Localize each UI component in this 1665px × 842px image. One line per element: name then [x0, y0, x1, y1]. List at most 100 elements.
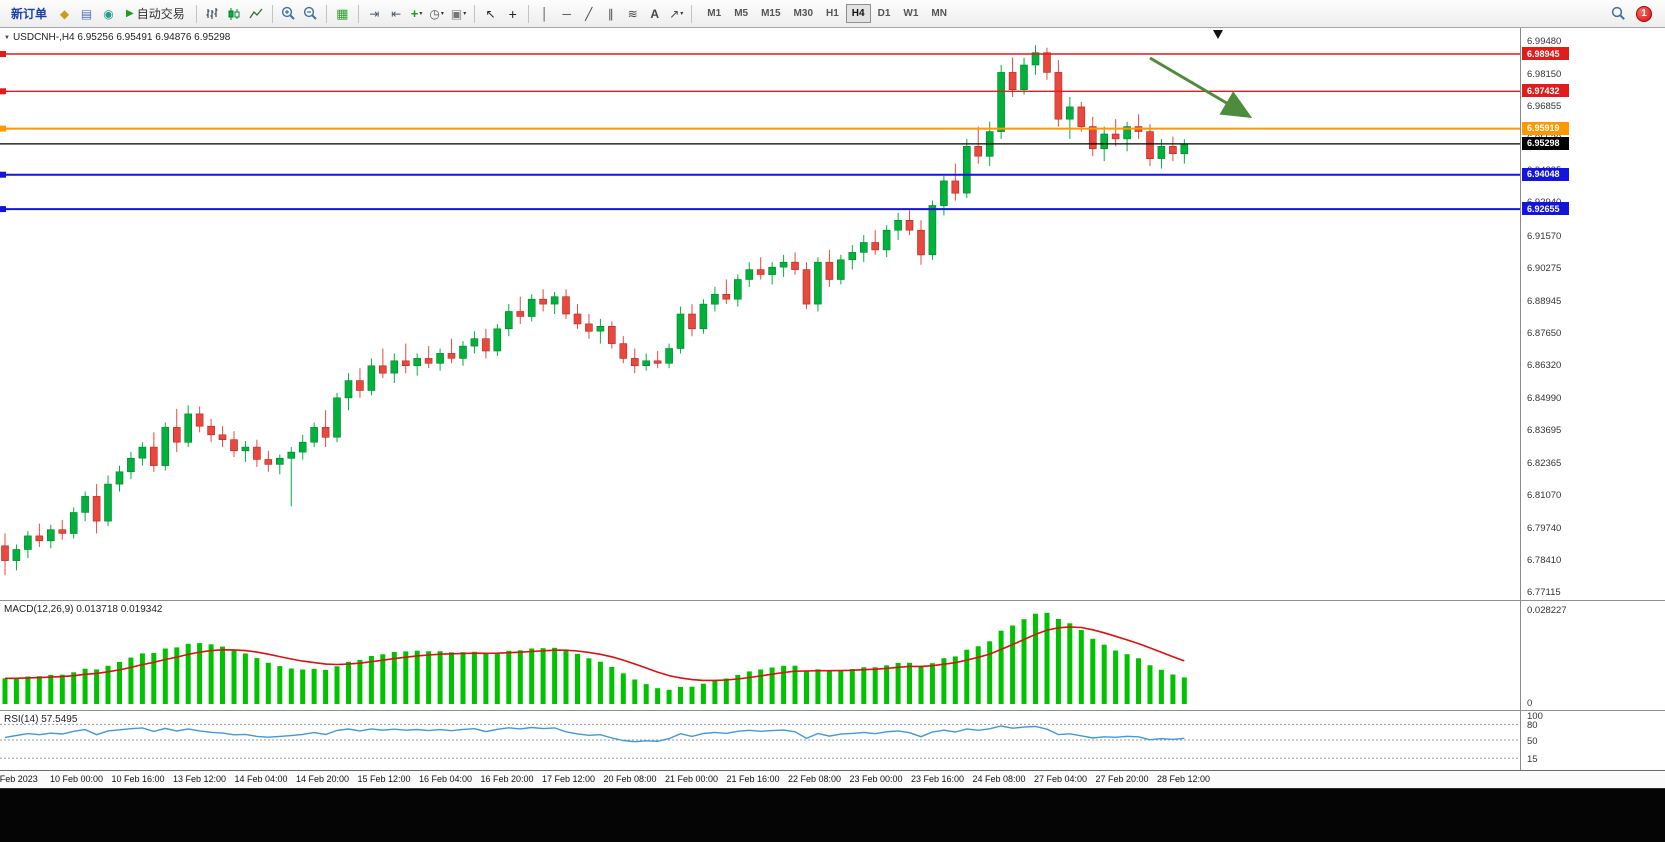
zoom-out-icon[interactable] — [300, 3, 321, 25]
main-chart-svg[interactable] — [0, 28, 1520, 600]
candlestick — [859, 235, 868, 263]
candlestick — [1111, 119, 1120, 147]
annotation-arrow[interactable] — [1149, 56, 1253, 119]
line-chart-mode-icon[interactable] — [246, 3, 267, 25]
candlestick — [1180, 139, 1189, 164]
candlestick — [642, 353, 651, 371]
timeframe-m30[interactable]: M30 — [793, 8, 813, 19]
price-axis-label: 6.98150 — [1527, 68, 1562, 80]
caret-down-icon: ▾ — [419, 11, 423, 17]
tile-windows-icon[interactable]: ▦ — [336, 5, 349, 21]
rsi-chart-svg — [0, 723, 1520, 759]
indicators-button[interactable]: + ▾ — [408, 3, 426, 25]
timeframe-h1[interactable]: H1 — [826, 8, 839, 19]
candlestick — [871, 230, 880, 255]
timeframe-m15[interactable]: M15 — [761, 8, 781, 19]
zoom-in-icon[interactable] — [278, 3, 299, 25]
autotrading-label: 自动交易 — [136, 7, 185, 21]
candlestick — [1066, 97, 1074, 139]
vertical-line-tool-icon[interactable]: │ — [540, 6, 549, 21]
candlestick — [241, 441, 250, 462]
candlestick — [184, 405, 192, 448]
horizontal-line-tool-icon[interactable]: ─ — [562, 6, 571, 21]
candlestick — [539, 289, 547, 312]
price-axis-label: 6.99480 — [1527, 35, 1562, 47]
candlestick — [997, 65, 1005, 139]
candlestick — [367, 358, 376, 396]
horizontal-line-object[interactable] — [0, 51, 1520, 57]
time-axis-label: 23 Feb 16:00 — [910, 774, 965, 784]
horizontal-line-object[interactable] — [0, 206, 1520, 213]
candlestick — [962, 138, 971, 199]
candlestick — [207, 418, 215, 443]
price-axis[interactable]: 6.994806.981506.968556.955306.942356.929… — [1520, 28, 1665, 600]
timeframe-m1[interactable]: M1 — [707, 8, 722, 19]
candlestick — [814, 257, 822, 312]
candlestick — [791, 252, 799, 275]
bar-chart-mode-icon[interactable] — [202, 3, 223, 25]
search-icon[interactable] — [1608, 3, 1629, 25]
symbol-ohlc-text: USDCNH-,H4 6.95256 6.95491 6.94876 6.952… — [12, 32, 231, 43]
candlestick — [424, 346, 433, 369]
time-axis-label: 13 Feb 12:00 — [172, 774, 227, 784]
timeframe-w1[interactable]: W1 — [903, 8, 919, 19]
auto-scroll-icon[interactable]: ⇥ — [369, 6, 380, 21]
candlestick — [688, 304, 696, 337]
candlestick — [1134, 114, 1143, 139]
price-axis-label: 6.79740 — [1527, 522, 1562, 534]
text-tool-icon[interactable]: A — [650, 6, 660, 21]
autotrading-button[interactable]: ▶ 自动交易 — [120, 3, 191, 25]
candle-chart-mode-icon[interactable] — [224, 3, 245, 25]
price-axis-label: 6.88945 — [1527, 295, 1562, 307]
candlestick — [92, 484, 101, 534]
notification-count: 1 — [1641, 8, 1647, 19]
timeframe-mn[interactable]: MN — [931, 8, 947, 19]
horizontal-line-object[interactable] — [0, 125, 1520, 132]
crosshair-tool-icon[interactable]: + — [508, 5, 517, 22]
timeframe-d1[interactable]: D1 — [877, 8, 891, 19]
rsi-axis-label: 15 — [1527, 754, 1538, 766]
chart-shift-icon[interactable]: ⇤ — [391, 6, 402, 21]
horizontal-line-object[interactable] — [0, 171, 1520, 178]
candlestick — [58, 519, 67, 540]
horizontal-line-object[interactable] — [0, 88, 1520, 95]
arrows-tool-button[interactable]: ↗ ▾ — [666, 3, 686, 25]
price-axis-label: 6.81070 — [1527, 489, 1562, 501]
timeframe-m5[interactable]: M5 — [734, 8, 749, 19]
candlestick — [401, 343, 410, 374]
price-level-tag: 6.92655 — [1522, 202, 1569, 216]
macd-panel[interactable]: MACD(12,26,9) 0.013718 0.019342 0.028227… — [0, 600, 1665, 710]
timeframe-h4[interactable]: H4 — [845, 4, 871, 23]
time-axis-label: 27 Feb 20:00 — [1095, 774, 1149, 784]
time-axis-label: 28 Feb 12:00 — [1156, 774, 1211, 784]
time-axis[interactable]: 9 Feb 2023 10 Feb 00:00 10 Feb 16:00 13 Feb… — [0, 770, 1665, 788]
candlestick — [138, 442, 147, 466]
data-window-icon[interactable]: ▤ — [80, 6, 93, 21]
market-watch-icon[interactable]: ◆ — [59, 6, 70, 21]
candlestick — [413, 353, 422, 376]
caret-down-icon: ▾ — [463, 11, 467, 17]
channel-tool-icon[interactable]: ∥ — [607, 6, 614, 21]
rsi-panel[interactable]: RSI(14) 57.5495 100 80 50 15 — [0, 710, 1665, 770]
time-axis-label: 17 Feb 12:00 — [541, 774, 596, 784]
templates-button[interactable]: ▣ ▾ — [448, 3, 469, 25]
candlestick — [1146, 124, 1154, 167]
new-order-button[interactable]: 新订单 — [5, 3, 53, 25]
candlestick — [127, 452, 135, 480]
candlestick — [459, 341, 467, 366]
fibonacci-tool-icon[interactable]: ≋ — [627, 6, 638, 21]
candlestick — [230, 431, 238, 457]
time-axis-label: 21 Feb 16:00 — [726, 774, 780, 784]
candlestick — [46, 524, 55, 549]
price-axis-label: 6.96855 — [1527, 100, 1562, 112]
cursor-tool-icon[interactable]: ↖ — [485, 6, 496, 21]
notification-badge[interactable]: 1 — [1636, 5, 1652, 22]
rsi-axis-label: 50 — [1527, 736, 1538, 747]
trendline-tool-icon[interactable]: ╱ — [585, 6, 593, 21]
chart-area[interactable]: ▼ USDCNH-,H4 6.95256 6.95491 6.94876 6.9… — [0, 28, 1665, 600]
time-axis-label: 10 Feb 00:00 — [49, 774, 104, 784]
navigator-icon[interactable]: ◉ — [103, 6, 114, 21]
candlestick — [1020, 57, 1028, 95]
periods-button[interactable]: ◷ ▾ — [426, 3, 447, 25]
time-axis-label: 24 Feb 08:00 — [972, 774, 1026, 784]
